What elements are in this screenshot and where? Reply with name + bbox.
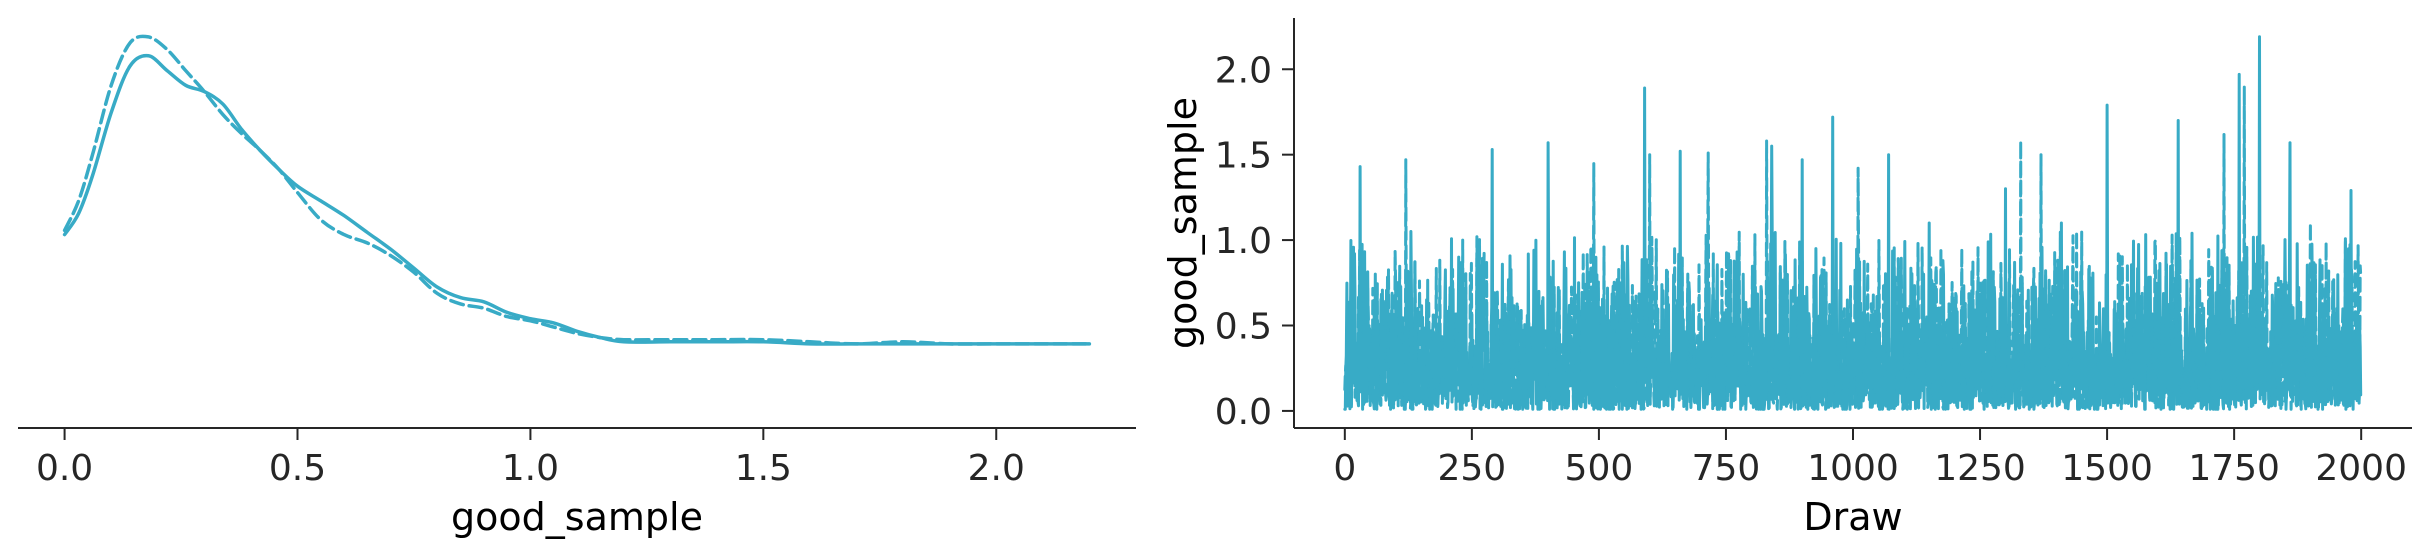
kde-x-tick-label: 2.0 xyxy=(968,448,1025,489)
trace-x-tick-label: 1250 xyxy=(1934,448,2026,489)
trace-plot-panel: 0 250 500 750 1000 1250 1500 1750 2000 0.0 0.5 1.0… xyxy=(1161,18,2412,539)
kde-x-axis-label: good_sample xyxy=(451,495,703,539)
trace-x-tick-label: 0 xyxy=(1333,448,1356,489)
kde-x-tick-label: 0.0 xyxy=(36,448,93,489)
kde-x-tick-label: 1.0 xyxy=(502,448,559,489)
trace-lines xyxy=(1343,35,2363,411)
trace-x-tick-label: 1500 xyxy=(2061,448,2153,489)
kde-curve-dashed xyxy=(62,34,1092,346)
trace-x-tick-label: 500 xyxy=(1565,448,1634,489)
kde-x-ticks: 0.0 0.5 1.0 1.5 2.0 xyxy=(36,428,1025,489)
trace-line-dashed xyxy=(1343,84,2363,411)
kde-curves xyxy=(62,34,1092,346)
kde-plot-panel: 0.0 0.5 1.0 1.5 2.0 good_sample xyxy=(18,34,1136,539)
kde-x-tick-label: 1.5 xyxy=(735,448,792,489)
trace-y-tick-label: 0.0 xyxy=(1215,392,1272,433)
trace-y-tick-label: 0.5 xyxy=(1215,307,1272,348)
trace-x-axis-label: Draw xyxy=(1803,495,1902,539)
kde-x-tick-label: 0.5 xyxy=(269,448,326,489)
trace-x-tick-label: 1000 xyxy=(1807,448,1899,489)
kde-curve-solid xyxy=(62,53,1092,346)
trace-y-axis-label: good_sample xyxy=(1161,97,1205,349)
trace-x-tick-label: 2000 xyxy=(2315,448,2407,489)
trace-x-tick-label: 750 xyxy=(1692,448,1761,489)
trace-y-ticks: 0.0 0.5 1.0 1.5 2.0 xyxy=(1215,50,1294,433)
trace-y-tick-label: 2.0 xyxy=(1215,50,1272,91)
trace-x-tick-label: 1750 xyxy=(2188,448,2280,489)
trace-x-tick-label: 250 xyxy=(1438,448,1507,489)
trace-x-ticks: 0 250 500 750 1000 1250 1500 1750 2000 xyxy=(1333,428,2407,489)
trace-y-tick-label: 1.5 xyxy=(1215,136,1272,177)
trace-y-tick-label: 1.0 xyxy=(1215,221,1272,262)
